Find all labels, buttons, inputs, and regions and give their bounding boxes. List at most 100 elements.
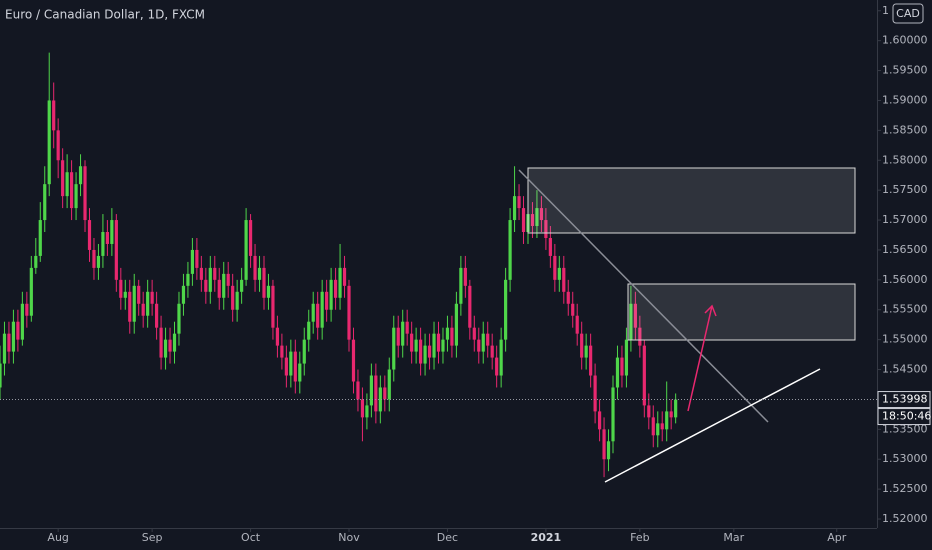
candle-body <box>557 267 561 280</box>
candle-body <box>146 291 150 316</box>
candle-body <box>217 279 221 298</box>
candle-body <box>141 303 145 316</box>
candle-body <box>78 166 83 185</box>
candle-body <box>195 249 199 268</box>
candle-body <box>405 321 409 334</box>
candle-body <box>56 130 60 161</box>
candle-body <box>660 423 664 430</box>
candle-body <box>307 321 311 340</box>
candle-body <box>651 417 655 436</box>
candle-body <box>155 303 159 328</box>
candle-body <box>2 333 7 364</box>
candle-body <box>231 285 235 310</box>
candle-body <box>383 387 387 400</box>
candle-body <box>271 285 275 328</box>
candle-body <box>602 429 606 460</box>
candle-body <box>638 327 642 346</box>
candle-body <box>436 333 441 352</box>
overlay: 1.520001.525001.530001.535001.540001.545… <box>0 4 931 544</box>
candle-body <box>311 303 315 322</box>
x-tick-label: 2021 <box>531 531 562 544</box>
candle-body <box>387 369 391 400</box>
candle-body <box>338 267 342 298</box>
candle-body <box>226 273 230 286</box>
candle-body <box>289 351 293 376</box>
candle-body <box>325 291 329 310</box>
candle-body <box>562 267 566 292</box>
candle-body <box>293 351 297 382</box>
candle-body <box>441 339 445 352</box>
candle-body <box>535 208 539 227</box>
candle-body <box>642 345 646 406</box>
candle-body <box>499 339 503 376</box>
x-tick-label: Nov <box>338 531 360 544</box>
candle-body <box>620 357 624 376</box>
candle-body <box>316 303 320 328</box>
candle-body <box>629 303 633 340</box>
y-tick-label: 1.52000 <box>882 512 928 525</box>
candle-body <box>351 339 356 382</box>
candle-body <box>302 339 306 364</box>
candle-body <box>248 220 253 256</box>
candle-body <box>186 273 190 286</box>
downtrend-line <box>518 169 769 423</box>
candle-body <box>593 375 597 412</box>
y-tick-label: 1.55000 <box>882 333 928 346</box>
candle-body <box>43 184 47 221</box>
candle-body <box>83 166 87 221</box>
candle-body <box>69 172 74 209</box>
candle-body <box>74 184 78 209</box>
x-tick-label: Aug <box>47 531 68 544</box>
candle-body <box>454 303 458 346</box>
supply-zone <box>627 283 856 341</box>
candle-body <box>25 303 29 316</box>
candle-body <box>548 237 552 256</box>
candle-body <box>244 220 248 280</box>
candle-body <box>450 327 454 346</box>
candle-body <box>495 357 499 376</box>
candle-body <box>172 333 177 352</box>
arrow <box>687 305 713 412</box>
candle-body <box>674 399 678 418</box>
y-tick-label: 1.59500 <box>882 64 928 77</box>
currency-box <box>892 3 924 24</box>
candle-body <box>401 321 405 346</box>
candle-body <box>96 255 101 268</box>
chart-title: Euro / Canadian Dollar, 1D, FXCM <box>5 8 205 22</box>
candle-body <box>369 375 373 406</box>
x-tick-label: Dec <box>437 531 458 544</box>
candle-body <box>463 267 467 286</box>
candle-body <box>597 411 602 430</box>
candle-body <box>275 327 280 346</box>
candle-body <box>47 100 51 185</box>
candle-body <box>490 345 494 358</box>
candle-body <box>530 214 535 227</box>
candle-body <box>333 279 338 298</box>
candle-body <box>477 339 481 352</box>
candle-body <box>65 172 69 197</box>
y-tick-label: 1.60000 <box>882 34 928 47</box>
candle-body <box>29 267 33 316</box>
y-tick-label: 1.57000 <box>882 213 928 226</box>
y-tick-label: 1.56000 <box>882 273 928 286</box>
candle-body <box>472 327 476 340</box>
candle-body <box>34 255 38 268</box>
candle-body <box>16 321 20 340</box>
candle-body <box>347 285 351 340</box>
candle-body <box>61 160 65 197</box>
candle-body <box>584 345 588 358</box>
candle-body <box>374 375 378 412</box>
candle-body <box>517 196 521 209</box>
candle-body <box>284 357 288 376</box>
candle-body <box>575 315 579 334</box>
candle-body <box>342 267 347 286</box>
candle-body <box>240 279 244 292</box>
candle-body <box>544 220 548 238</box>
candle-body <box>656 423 660 436</box>
candle-body <box>132 285 136 322</box>
candle-body <box>365 405 369 418</box>
candle-body <box>481 333 485 352</box>
candle-body <box>427 345 432 358</box>
candle-body <box>521 208 526 233</box>
y-tick-label: 1.58000 <box>882 153 928 166</box>
